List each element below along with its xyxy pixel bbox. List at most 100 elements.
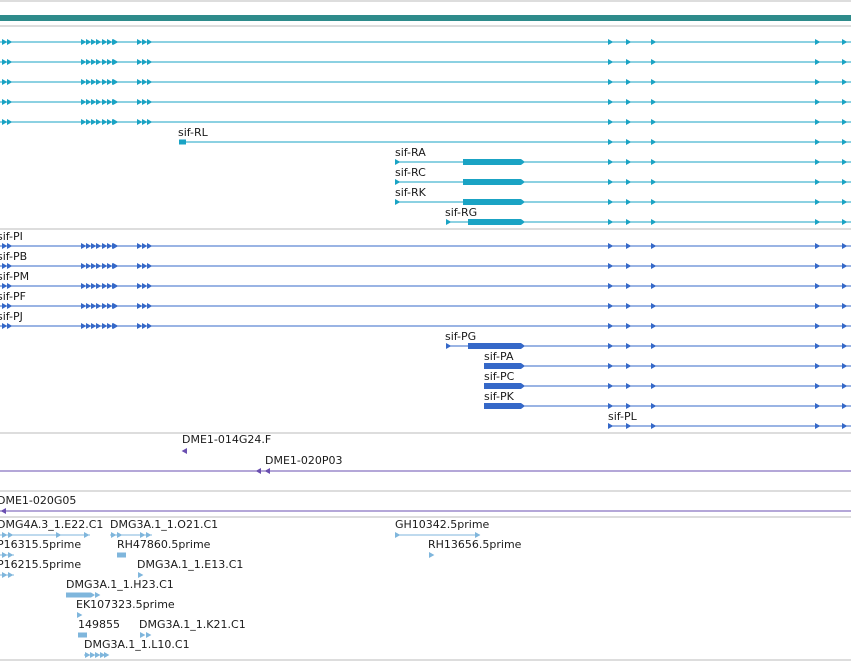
protein-exon-marker — [842, 363, 848, 369]
transcript-exon-marker — [626, 159, 632, 165]
transcript-cds-block[interactable] — [463, 179, 525, 185]
protein-exon-marker — [842, 383, 848, 389]
est-marker — [475, 532, 481, 538]
protein-exon-marker — [113, 283, 119, 289]
transcript-cds-block[interactable] — [463, 199, 525, 205]
est-marker — [117, 532, 123, 538]
protein-exon-marker — [815, 303, 821, 309]
protein-label: sif-PB — [0, 250, 27, 263]
protein-exon-marker — [96, 243, 102, 249]
transcript-exon-marker — [815, 59, 821, 65]
est-block[interactable] — [78, 632, 87, 638]
transcript-exon-marker — [91, 119, 97, 125]
transcript-exon-marker — [815, 139, 821, 145]
est-label: RH13656.5prime — [428, 538, 522, 551]
transcript-exon-marker — [91, 99, 97, 105]
protein-exon-marker — [102, 323, 108, 329]
transcript-cds-block[interactable] — [468, 219, 525, 225]
est-label: DMG3A.1_1.H23.C1 — [66, 578, 174, 591]
transcript-exon-marker — [815, 199, 821, 205]
est-block[interactable] — [117, 552, 126, 558]
protein-exon-marker — [626, 343, 632, 349]
transcript-exon-marker — [842, 79, 848, 85]
transcript-exon-marker — [137, 79, 143, 85]
transcript-exon-marker — [842, 159, 848, 165]
protein-exon-marker — [7, 323, 13, 329]
protein-exon-marker — [651, 423, 657, 429]
protein-exon-marker — [626, 403, 632, 409]
transcript-exon-marker — [113, 39, 119, 45]
protein-exon-marker — [608, 283, 614, 289]
est-marker — [84, 532, 90, 538]
protein-exon-marker — [86, 263, 92, 269]
transcript-exon-marker — [86, 39, 92, 45]
est-label: DMG3A.1_1.E13.C1 — [137, 558, 243, 571]
transcript-exon-marker — [91, 79, 97, 85]
protein-cds-block[interactable] — [468, 343, 525, 349]
est-marker — [146, 532, 152, 538]
transcript-exon-marker — [2, 119, 8, 125]
protein-exon-marker — [91, 243, 97, 249]
protein-exon-marker — [86, 243, 92, 249]
protein-exon-marker — [651, 343, 657, 349]
transcript-exon-marker — [147, 79, 153, 85]
est-marker — [8, 552, 14, 558]
protein-exon-marker — [91, 263, 97, 269]
protein-exon-marker — [815, 263, 821, 269]
transcript-exon-marker — [96, 79, 102, 85]
protein-cds-block[interactable] — [484, 383, 525, 389]
transcript-exon-marker — [626, 219, 632, 225]
protein-exon-marker — [842, 303, 848, 309]
transcript-exon-marker — [2, 79, 8, 85]
transcript-exon-marker — [651, 79, 657, 85]
transcript-cds-block[interactable] — [463, 159, 525, 165]
transcript-exon-marker — [102, 39, 108, 45]
transcript-exon-marker — [2, 59, 8, 65]
transcript-exon-marker — [102, 79, 108, 85]
protein-cds-block[interactable] — [484, 363, 525, 369]
est-label: DMG3A.1_1.K21.C1 — [139, 618, 246, 631]
transcript-exon-marker — [842, 219, 848, 225]
transcript-exon-marker — [96, 59, 102, 65]
protein-exon-marker — [626, 383, 632, 389]
est-block[interactable] — [66, 592, 95, 598]
transcript-exon-marker — [107, 39, 113, 45]
transcript-exon-marker — [651, 179, 657, 185]
transcript-start-marker — [395, 199, 401, 205]
transcript-exon-marker — [842, 199, 848, 205]
transcript-exon-marker — [81, 119, 87, 125]
protein-exon-marker — [815, 403, 821, 409]
protein-exon-marker — [113, 243, 119, 249]
transcript-exon-marker — [91, 59, 97, 65]
transcript-exon-marker — [626, 39, 632, 45]
transcript-start-exon — [179, 139, 186, 145]
protein-exon-marker — [96, 263, 102, 269]
protein-exon-marker — [147, 303, 153, 309]
est-marker — [77, 612, 83, 618]
est-marker — [140, 632, 146, 638]
transcript-exon-marker — [81, 99, 87, 105]
transcript-exon-marker — [651, 99, 657, 105]
est-label: DMG3A.1_1.L10.C1 — [84, 638, 190, 651]
protein-exon-marker — [137, 323, 143, 329]
est-marker — [8, 532, 14, 538]
est-marker — [111, 532, 117, 538]
transcript-exon-marker — [608, 99, 614, 105]
transcript-label: sif-RG — [445, 206, 477, 219]
transcript-exon-marker — [7, 79, 13, 85]
protein-exon-marker — [7, 303, 13, 309]
protein-exon-marker — [842, 423, 848, 429]
transcript-exon-marker — [651, 139, 657, 145]
transcript-exon-marker — [107, 99, 113, 105]
est-marker — [90, 652, 96, 658]
protein-exon-marker — [96, 283, 102, 289]
gene-model-bar[interactable] — [0, 15, 851, 21]
protein-exon-marker — [142, 303, 148, 309]
transcript-start-marker — [446, 219, 452, 225]
est-marker — [429, 552, 435, 558]
est-marker — [8, 572, 14, 578]
transcript-exon-marker — [96, 119, 102, 125]
transcript-exon-marker — [651, 199, 657, 205]
bac-end-label: DME1-020P03 — [265, 454, 343, 467]
protein-cds-block[interactable] — [484, 403, 525, 409]
